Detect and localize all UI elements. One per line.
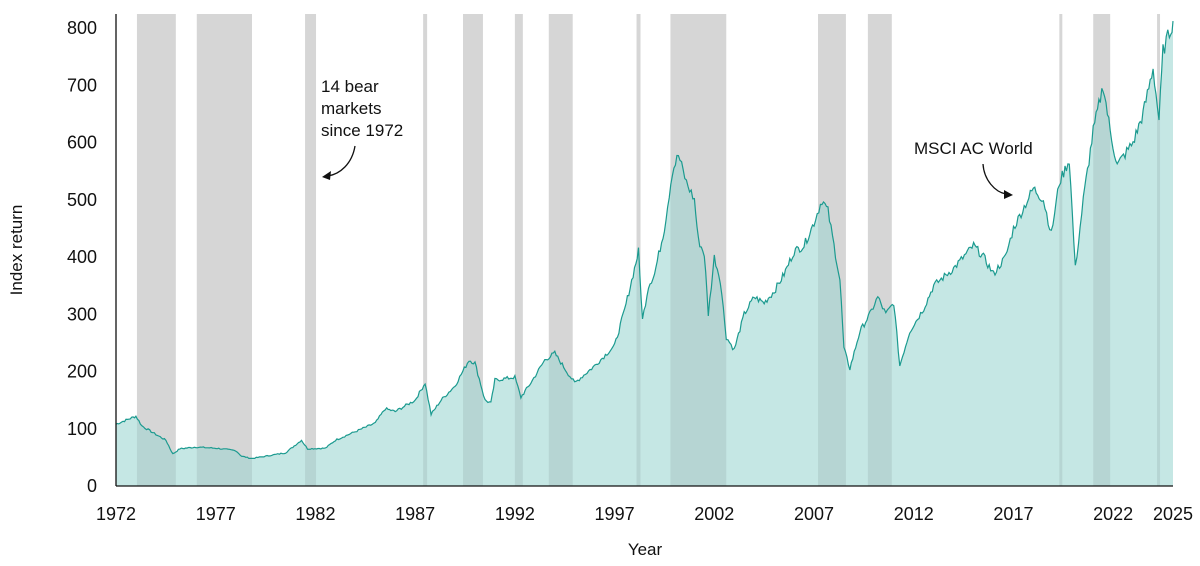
x-tick-label: 1977 — [196, 504, 236, 524]
y-tick-label: 600 — [67, 133, 97, 153]
bear-market-overlay — [463, 14, 483, 486]
bear-market-overlay — [867, 14, 892, 486]
y-tick-label: 0 — [87, 476, 97, 496]
x-tick-label: 2025 — [1153, 504, 1193, 524]
x-tick-label: 1997 — [595, 504, 635, 524]
y-tick-label: 100 — [67, 419, 97, 439]
bear-market-overlay — [514, 14, 523, 486]
series-arrowhead — [1004, 190, 1013, 199]
series-label-annotation: MSCI AC World — [914, 139, 1033, 199]
bear-market-overlay — [196, 14, 253, 486]
y-tick-label: 800 — [67, 18, 97, 38]
bear-market-overlay — [1059, 14, 1063, 486]
bear-annotation-line-3: since 1972 — [321, 121, 403, 140]
bear-market-overlay — [818, 14, 846, 486]
bear-market-band — [423, 14, 428, 486]
y-tick-label: 200 — [67, 362, 97, 382]
bear-annotation-line-1: 14 bear — [321, 77, 379, 96]
y-tick-label: 700 — [67, 75, 97, 95]
y-tick-label: 400 — [67, 247, 97, 267]
series-label-arrow — [982, 163, 1007, 195]
y-axis-label: Index return — [7, 205, 26, 296]
x-tick-label: 2007 — [794, 504, 834, 524]
bear-arrowhead — [322, 171, 331, 180]
bear-annotation-line-2: markets — [321, 99, 381, 118]
bear-market-overlays — [136, 14, 1161, 486]
x-tick-label: 1987 — [395, 504, 435, 524]
x-tick-label: 2022 — [1093, 504, 1133, 524]
y-tick-label: 500 — [67, 190, 97, 210]
bear-market-overlay — [1157, 14, 1161, 486]
y-tick-labels: 0 100 200 300 400 500 600 700 800 — [67, 18, 97, 496]
bear-market-overlay — [423, 14, 428, 486]
series-label: MSCI AC World — [914, 139, 1033, 158]
bear-market-overlay — [548, 14, 573, 486]
x-tick-label: 1982 — [295, 504, 335, 524]
bear-market-overlay — [305, 14, 317, 486]
series-area-fill — [116, 21, 1173, 486]
y-tick-label: 300 — [67, 304, 97, 324]
bear-market-overlay — [670, 14, 727, 486]
bear-market-overlay — [136, 14, 176, 486]
bear-markets-annotation: 14 bear markets since 1972 — [321, 77, 403, 180]
x-tick-label: 2012 — [894, 504, 934, 524]
x-axis-label: Year — [628, 540, 663, 559]
bear-annotation-arrow — [327, 145, 356, 177]
x-tick-label: 1992 — [495, 504, 535, 524]
bear-market-band — [196, 14, 253, 486]
bear-market-band — [305, 14, 317, 486]
x-tick-label: 2002 — [694, 504, 734, 524]
bear-market-band — [514, 14, 523, 486]
series-line — [115, 21, 1174, 460]
x-tick-labels: 1972 1977 1982 1987 1992 1997 2002 2007 2012 2017… — [96, 504, 1193, 524]
bear-market-overlay — [1093, 14, 1111, 486]
bear-market-band — [136, 14, 176, 486]
x-tick-label: 1972 — [96, 504, 136, 524]
x-tick-label: 2017 — [993, 504, 1033, 524]
